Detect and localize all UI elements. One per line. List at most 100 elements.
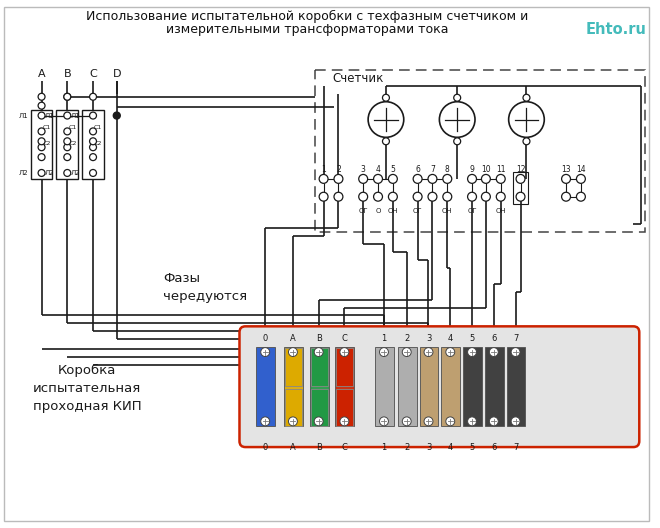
Circle shape — [443, 174, 451, 183]
Circle shape — [38, 144, 45, 150]
Circle shape — [38, 93, 45, 100]
Text: Л1: Л1 — [19, 112, 28, 119]
Text: С2: С2 — [68, 141, 77, 146]
Text: 9: 9 — [470, 165, 475, 174]
Bar — [337, 348, 353, 386]
Text: 7: 7 — [430, 165, 435, 174]
Circle shape — [359, 174, 368, 183]
Circle shape — [379, 417, 389, 426]
Circle shape — [114, 112, 120, 119]
Text: D: D — [112, 69, 121, 79]
Circle shape — [428, 192, 437, 201]
Text: Фазы
чередуются: Фазы чередуются — [163, 272, 248, 303]
Circle shape — [38, 102, 45, 109]
Bar — [311, 389, 327, 426]
Circle shape — [90, 138, 96, 145]
Circle shape — [576, 174, 585, 183]
Text: ОГ: ОГ — [358, 208, 368, 213]
Bar — [56, 110, 78, 179]
Text: С2: С2 — [42, 141, 51, 146]
Text: B: B — [315, 442, 321, 451]
Text: С1: С1 — [94, 125, 102, 130]
Bar — [335, 347, 354, 426]
Text: Ehto.ru: Ehto.ru — [586, 22, 647, 37]
Text: 6: 6 — [491, 334, 496, 343]
Text: 1: 1 — [381, 442, 387, 451]
Text: 5: 5 — [391, 165, 395, 174]
Circle shape — [90, 112, 96, 119]
Circle shape — [523, 95, 530, 101]
Bar — [284, 347, 303, 426]
Circle shape — [38, 169, 45, 176]
Text: О: О — [376, 208, 381, 213]
Text: 1: 1 — [321, 165, 326, 174]
Text: Л1: Л1 — [45, 112, 54, 119]
Text: 2: 2 — [404, 334, 409, 343]
Text: 5: 5 — [469, 442, 475, 451]
Circle shape — [64, 112, 71, 119]
Circle shape — [523, 138, 530, 145]
Bar — [285, 348, 302, 386]
Bar — [398, 347, 416, 426]
Text: 13: 13 — [561, 165, 571, 174]
Text: A: A — [290, 442, 296, 451]
Circle shape — [496, 174, 505, 183]
Text: 10: 10 — [481, 165, 490, 174]
Circle shape — [424, 417, 433, 426]
Circle shape — [340, 347, 349, 356]
Circle shape — [481, 192, 490, 201]
Text: 0: 0 — [263, 334, 268, 343]
Circle shape — [383, 95, 389, 101]
Text: 4: 4 — [447, 442, 453, 451]
Circle shape — [64, 93, 71, 100]
Text: ОН: ОН — [442, 208, 453, 213]
Circle shape — [334, 192, 343, 201]
Bar — [310, 347, 329, 426]
Circle shape — [403, 347, 411, 356]
Circle shape — [64, 93, 71, 100]
Bar — [420, 347, 438, 426]
Circle shape — [489, 417, 498, 426]
Circle shape — [446, 417, 455, 426]
Bar — [82, 110, 104, 179]
Circle shape — [90, 128, 96, 135]
Circle shape — [511, 417, 520, 426]
Bar — [513, 172, 529, 204]
Bar — [463, 347, 482, 426]
Text: 7: 7 — [513, 442, 518, 451]
Circle shape — [516, 192, 525, 201]
Text: С2: С2 — [94, 141, 102, 146]
FancyBboxPatch shape — [240, 326, 640, 447]
Circle shape — [562, 192, 570, 201]
Text: Использование испытательной коробки с техфазным счетчиком и: Использование испытательной коробки с те… — [86, 10, 528, 23]
Circle shape — [38, 138, 45, 145]
Text: 4: 4 — [447, 334, 453, 343]
Circle shape — [314, 417, 323, 426]
Circle shape — [64, 138, 71, 145]
Text: 4: 4 — [376, 165, 380, 174]
Circle shape — [389, 174, 397, 183]
Circle shape — [383, 138, 389, 145]
Text: С1: С1 — [42, 125, 51, 130]
Circle shape — [481, 174, 490, 183]
Bar — [256, 347, 275, 426]
Circle shape — [359, 192, 368, 201]
Text: 2: 2 — [336, 165, 341, 174]
Text: 3: 3 — [361, 165, 366, 174]
Circle shape — [496, 192, 505, 201]
Text: Счетчик: Счетчик — [333, 72, 384, 86]
Text: 3: 3 — [426, 334, 431, 343]
Text: ОН: ОН — [387, 208, 398, 213]
Circle shape — [413, 174, 422, 183]
Circle shape — [90, 93, 96, 100]
Text: A: A — [290, 334, 296, 343]
Circle shape — [319, 192, 328, 201]
Circle shape — [90, 154, 96, 161]
Text: C: C — [89, 69, 97, 79]
Circle shape — [379, 347, 389, 356]
Circle shape — [467, 192, 477, 201]
Text: Л1: Л1 — [71, 112, 80, 119]
Circle shape — [428, 174, 437, 183]
Text: B: B — [315, 334, 321, 343]
Circle shape — [453, 138, 461, 145]
